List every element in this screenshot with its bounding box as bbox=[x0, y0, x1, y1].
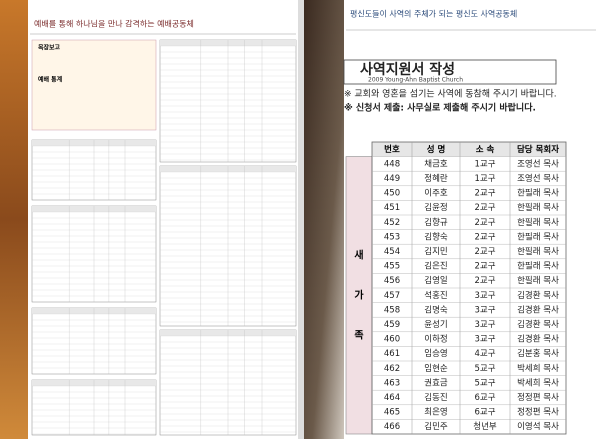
cell: 463 bbox=[384, 378, 400, 388]
cell: 452 bbox=[384, 218, 400, 228]
header-cell: 담당 목회자 bbox=[517, 144, 559, 155]
title: 사역지원서 작성 bbox=[360, 61, 455, 78]
cell: 4교구 bbox=[474, 349, 495, 359]
cell: 한필래 목사 bbox=[517, 231, 559, 242]
autumn-photo bbox=[0, 0, 28, 439]
cell: 465 bbox=[384, 408, 400, 418]
cell: 450 bbox=[384, 189, 400, 199]
cell: 448 bbox=[384, 159, 400, 169]
cell: 임승영 bbox=[424, 348, 447, 359]
cell: 2교구 bbox=[474, 262, 495, 272]
cell: 459 bbox=[384, 320, 400, 330]
stats-title: 예배 통계 bbox=[38, 76, 63, 84]
cell: 2교구 bbox=[474, 189, 495, 199]
cell: 457 bbox=[384, 291, 400, 301]
cell: 박세희 목사 bbox=[517, 377, 559, 388]
cell: 김윤정 bbox=[424, 202, 447, 213]
cell: 채금호 bbox=[424, 158, 448, 169]
cell: 석홍진 bbox=[424, 290, 447, 301]
cell: 정혜란 bbox=[424, 173, 448, 184]
cell: 한필래 목사 bbox=[517, 261, 559, 272]
cell: 윤성기 bbox=[424, 320, 447, 330]
cell: 김경환 목사 bbox=[517, 319, 559, 330]
cell: 이영석 목사 bbox=[517, 421, 559, 432]
cell: 한필래 목사 bbox=[517, 188, 559, 199]
cell: 김동진 bbox=[424, 392, 447, 403]
cell: 1교구 bbox=[474, 159, 495, 169]
cell: 456 bbox=[384, 276, 400, 286]
cell: 청년부 bbox=[473, 421, 497, 432]
cell: 김향규 bbox=[424, 217, 448, 228]
cell: 2교구 bbox=[474, 276, 495, 286]
cell: 김지민 bbox=[424, 246, 447, 257]
cell: 김명숙 bbox=[424, 304, 448, 315]
cell: 454 bbox=[384, 247, 400, 257]
cell: 박세희 목사 bbox=[517, 363, 559, 374]
cell: 2교구 bbox=[474, 203, 495, 213]
cell: 3교구 bbox=[474, 291, 495, 301]
table-header-bg bbox=[372, 142, 566, 157]
cell: 한필래 목사 bbox=[517, 217, 559, 228]
cell: 5교구 bbox=[474, 378, 495, 388]
cell: 김경환 목사 bbox=[517, 334, 559, 345]
cell: 6교구 bbox=[474, 408, 495, 418]
side-label: 새 bbox=[354, 248, 363, 261]
cell: 김경환 목사 bbox=[517, 304, 559, 315]
left-header: 예배를 통해 하나님을 만나 감격하는 예배공동체 bbox=[34, 19, 194, 29]
header-cell: 성 명 bbox=[427, 144, 446, 155]
cell: 460 bbox=[384, 335, 400, 345]
cell: 6교구 bbox=[474, 393, 495, 403]
cell: 466 bbox=[384, 422, 400, 432]
cell: 권효금 bbox=[424, 377, 448, 388]
cell: 조영선 목사 bbox=[517, 158, 559, 169]
side-label: 족 bbox=[354, 329, 363, 341]
cell: 김분홍 목사 bbox=[517, 348, 559, 359]
cell: 정정편 목사 bbox=[517, 392, 559, 403]
cell: 2교구 bbox=[474, 232, 495, 242]
cell: 464 bbox=[384, 393, 400, 403]
cell: 2교구 bbox=[474, 218, 495, 228]
cell: 한필래 목사 bbox=[517, 202, 559, 213]
cell: 한필래 목사 bbox=[517, 275, 559, 286]
cell: 정정편 목사 bbox=[517, 407, 559, 418]
cell: 한필래 목사 bbox=[517, 246, 559, 257]
header-cell: 소 속 bbox=[476, 144, 495, 155]
cell: 김영일 bbox=[424, 275, 447, 286]
cell: 최은영 bbox=[424, 407, 447, 418]
cell: 449 bbox=[384, 174, 400, 184]
cell: 462 bbox=[384, 364, 400, 374]
cell: 이하정 bbox=[424, 334, 447, 345]
cell: 458 bbox=[384, 305, 400, 315]
cell: 김향숙 bbox=[424, 231, 448, 242]
cell: 451 bbox=[384, 203, 400, 213]
cell: 김민주 bbox=[424, 421, 448, 432]
gutter bbox=[298, 0, 304, 439]
box-title: 목장보고 bbox=[38, 44, 61, 52]
note: ※ 신청서 제출: 사무실로 제출해 주시기 바랍니다. bbox=[344, 102, 536, 114]
cell: 이주호 bbox=[424, 188, 448, 199]
cell: 조영선 목사 bbox=[517, 173, 559, 184]
side-label: 가 bbox=[354, 288, 364, 301]
cell: 461 bbox=[384, 349, 400, 359]
cell: 3교구 bbox=[474, 305, 495, 315]
title-box bbox=[343, 59, 557, 85]
cell: 453 bbox=[384, 232, 400, 242]
cell: 3교구 bbox=[474, 335, 495, 345]
book-photo bbox=[304, 0, 344, 439]
cell: 김경환 목사 bbox=[517, 290, 559, 301]
cell: 3교구 bbox=[474, 320, 495, 330]
cell: 455 bbox=[384, 262, 400, 272]
right-header: 평신도들이 사역의 주체가 되는 평신도 사역공동체 bbox=[350, 9, 517, 19]
note: ※ 교회와 영혼을 섬기는 사역에 동참해 주시기 바랍니다. bbox=[344, 88, 557, 100]
info-box bbox=[31, 39, 157, 131]
cell: 1교구 bbox=[474, 174, 495, 184]
cell: 2교구 bbox=[474, 247, 495, 257]
header-cell: 번호 bbox=[384, 144, 400, 155]
subtitle: 2009 Young-Ahn Baptist Church bbox=[368, 77, 463, 84]
cell: 김은진 bbox=[424, 261, 447, 272]
cell: 임현순 bbox=[424, 363, 448, 374]
cell: 5교구 bbox=[474, 364, 495, 374]
